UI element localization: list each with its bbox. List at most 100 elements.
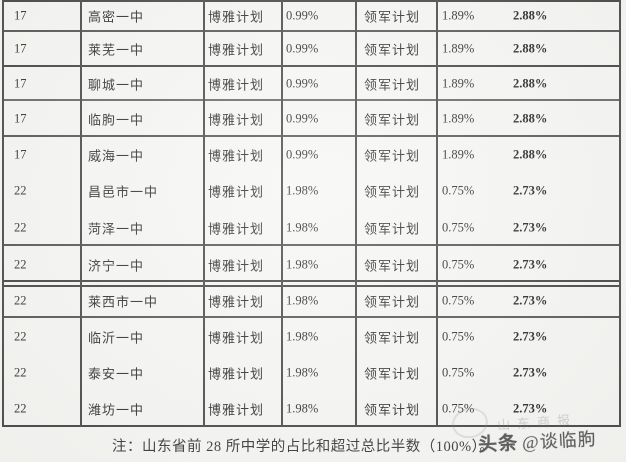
cell-lingjun-plan: 领军计划 <box>364 9 421 24</box>
cell-boya-plan: 博雅计划 <box>208 366 265 382</box>
cell-total-percent: 2.73% <box>513 183 548 198</box>
toutiao-watermark: 头条 @谈临朐 <box>477 424 597 457</box>
table-row: 17 莱芜一中 博雅计划 0.99% 领军计划 1.89% 2.88% <box>2 31 621 67</box>
cell-boya-plan: 博雅计划 <box>208 258 265 274</box>
table-vertical-rule <box>619 0 621 427</box>
cell-total-percent: 2.73% <box>513 365 548 380</box>
cell-school-name: 昌邑市一中 <box>88 184 159 200</box>
cell-boya-plan: 博雅计划 <box>208 42 265 58</box>
cell-school-name: 潍坊一中 <box>88 402 145 418</box>
table-vertical-rule <box>355 0 357 427</box>
cell-rank: 22 <box>14 329 27 343</box>
cell-school-name: 莱芜一中 <box>88 42 145 58</box>
cell-rank: 22 <box>14 365 27 380</box>
cell-school-name: 菏泽一中 <box>88 221 145 236</box>
cell-total-percent: 2.73% <box>513 293 548 308</box>
cell-total-percent: 2.88% <box>513 111 548 126</box>
table-horizontal-rule <box>2 316 621 318</box>
cell-rank: 22 <box>14 257 27 272</box>
cell-lingjun-plan: 领军计划 <box>364 42 421 58</box>
table-row: 17 威海一中 博雅计划 0.99% 领军计划 1.89% 2.88% <box>2 137 621 173</box>
cell-total-percent: 2.73% <box>513 401 548 416</box>
table-row: 17 临朐一中 博雅计划 0.99% 领军计划 1.89% 2.88% <box>2 101 621 137</box>
cell-rank: 22 <box>14 220 27 234</box>
table-horizontal-rule <box>2 280 621 282</box>
cell-boya-percent: 1.98% <box>286 401 319 416</box>
cell-lingjun-plan: 领军计划 <box>364 221 421 236</box>
table-vertical-rule <box>2 0 4 427</box>
cell-lingjun-percent: 0.75% <box>442 220 475 234</box>
cell-boya-percent: 1.98% <box>286 183 319 198</box>
cell-boya-percent: 1.98% <box>286 365 319 380</box>
cell-boya-plan: 博雅计划 <box>208 294 265 310</box>
cell-total-percent: 2.73% <box>513 220 548 234</box>
cell-lingjun-percent: 1.89% <box>442 147 475 162</box>
cell-lingjun-plan: 领军计划 <box>364 330 421 345</box>
table-row: 22 莱西市一中 博雅计划 1.98% 领军计划 0.75% 2.73% <box>2 284 621 318</box>
cell-school-name: 临沂一中 <box>88 330 145 345</box>
table-horizontal-rule <box>2 65 621 67</box>
table-vertical-rule <box>80 0 82 427</box>
cell-lingjun-plan: 领军计划 <box>364 148 421 164</box>
table-row: 22 临沂一中 博雅计划 1.98% 领军计划 0.75% 2.73% <box>2 318 621 355</box>
cell-school-name: 泰安一中 <box>88 366 145 382</box>
cell-total-percent: 2.73% <box>513 257 548 272</box>
cell-school-name: 高密一中 <box>88 9 145 24</box>
cell-lingjun-percent: 1.89% <box>442 41 475 56</box>
cell-rank: 17 <box>14 41 27 56</box>
cell-total-percent: 2.88% <box>513 41 548 56</box>
cell-boya-plan: 博雅计划 <box>208 330 265 345</box>
cell-lingjun-plan: 领军计划 <box>364 112 421 128</box>
table-row: 22 泰安一中 博雅计划 1.98% 领军计划 0.75% 2.73% <box>2 355 621 391</box>
table-vertical-rule <box>436 0 438 427</box>
table-row: 22 济宁一中 博雅计划 1.98% 领军计划 0.75% 2.73% <box>2 246 621 284</box>
cell-boya-plan: 博雅计划 <box>208 402 265 418</box>
table-horizontal-rule <box>2 244 621 246</box>
cell-rank: 17 <box>14 111 27 126</box>
cell-lingjun-plan: 领军计划 <box>364 77 421 93</box>
table-vertical-rule <box>281 0 283 427</box>
cell-lingjun-plan: 领军计划 <box>364 184 421 200</box>
cell-total-percent: 2.88% <box>513 147 548 162</box>
cell-boya-plan: 博雅计划 <box>208 112 265 128</box>
table-row: 17 聊城一中 博雅计划 0.99% 领军计划 1.89% 2.88% <box>2 67 621 101</box>
cell-boya-plan: 博雅计划 <box>208 148 265 164</box>
table-horizontal-rule <box>2 425 621 427</box>
table-row: 17 高密一中 博雅计划 0.99% 领军计划 1.89% 2.88% <box>2 0 621 31</box>
cell-boya-percent: 1.98% <box>286 257 319 272</box>
table-vertical-rule <box>203 0 205 427</box>
cell-rank: 22 <box>14 401 27 416</box>
cell-boya-percent: 0.99% <box>286 76 319 91</box>
cell-lingjun-plan: 领军计划 <box>364 294 421 310</box>
cell-lingjun-plan: 领军计划 <box>364 402 421 418</box>
cell-lingjun-percent: 0.75% <box>442 401 475 416</box>
table-horizontal-rule <box>2 99 621 101</box>
cell-lingjun-percent: 0.75% <box>442 183 475 198</box>
cell-rank: 17 <box>14 8 27 22</box>
watermark-platform: 头条 <box>477 433 519 457</box>
cell-lingjun-plan: 领军计划 <box>364 366 421 382</box>
cell-rank: 22 <box>14 293 27 308</box>
footnote: 注：山东省前 28 所中学的占比和超过总比半数（100%）。 <box>112 439 495 455</box>
cell-school-name: 济宁一中 <box>88 258 145 274</box>
cell-school-name: 聊城一中 <box>88 77 145 93</box>
cell-school-name: 莱西市一中 <box>88 294 159 310</box>
table-row: 22 菏泽一中 博雅计划 1.98% 领军计划 0.75% 2.73% <box>2 209 621 246</box>
cell-rank: 17 <box>14 76 27 91</box>
cell-total-percent: 2.88% <box>513 76 548 91</box>
cell-lingjun-percent: 1.89% <box>442 111 475 126</box>
cell-lingjun-percent: 0.75% <box>442 257 475 272</box>
cell-school-name: 威海一中 <box>88 148 145 164</box>
cell-lingjun-percent: 1.89% <box>442 76 475 91</box>
cell-boya-percent: 0.99% <box>286 41 319 56</box>
cell-lingjun-percent: 1.89% <box>442 8 475 22</box>
table-row: 22 昌邑市一中 博雅计划 1.98% 领军计划 0.75% 2.73% <box>2 173 621 209</box>
cell-boya-percent: 1.98% <box>286 293 319 308</box>
cell-lingjun-plan: 领军计划 <box>364 258 421 274</box>
cell-boya-percent: 1.98% <box>286 220 319 234</box>
cell-boya-plan: 博雅计划 <box>208 9 265 24</box>
cell-total-percent: 2.88% <box>513 8 548 22</box>
cell-lingjun-percent: 0.75% <box>442 365 475 380</box>
cell-lingjun-percent: 0.75% <box>442 329 475 343</box>
